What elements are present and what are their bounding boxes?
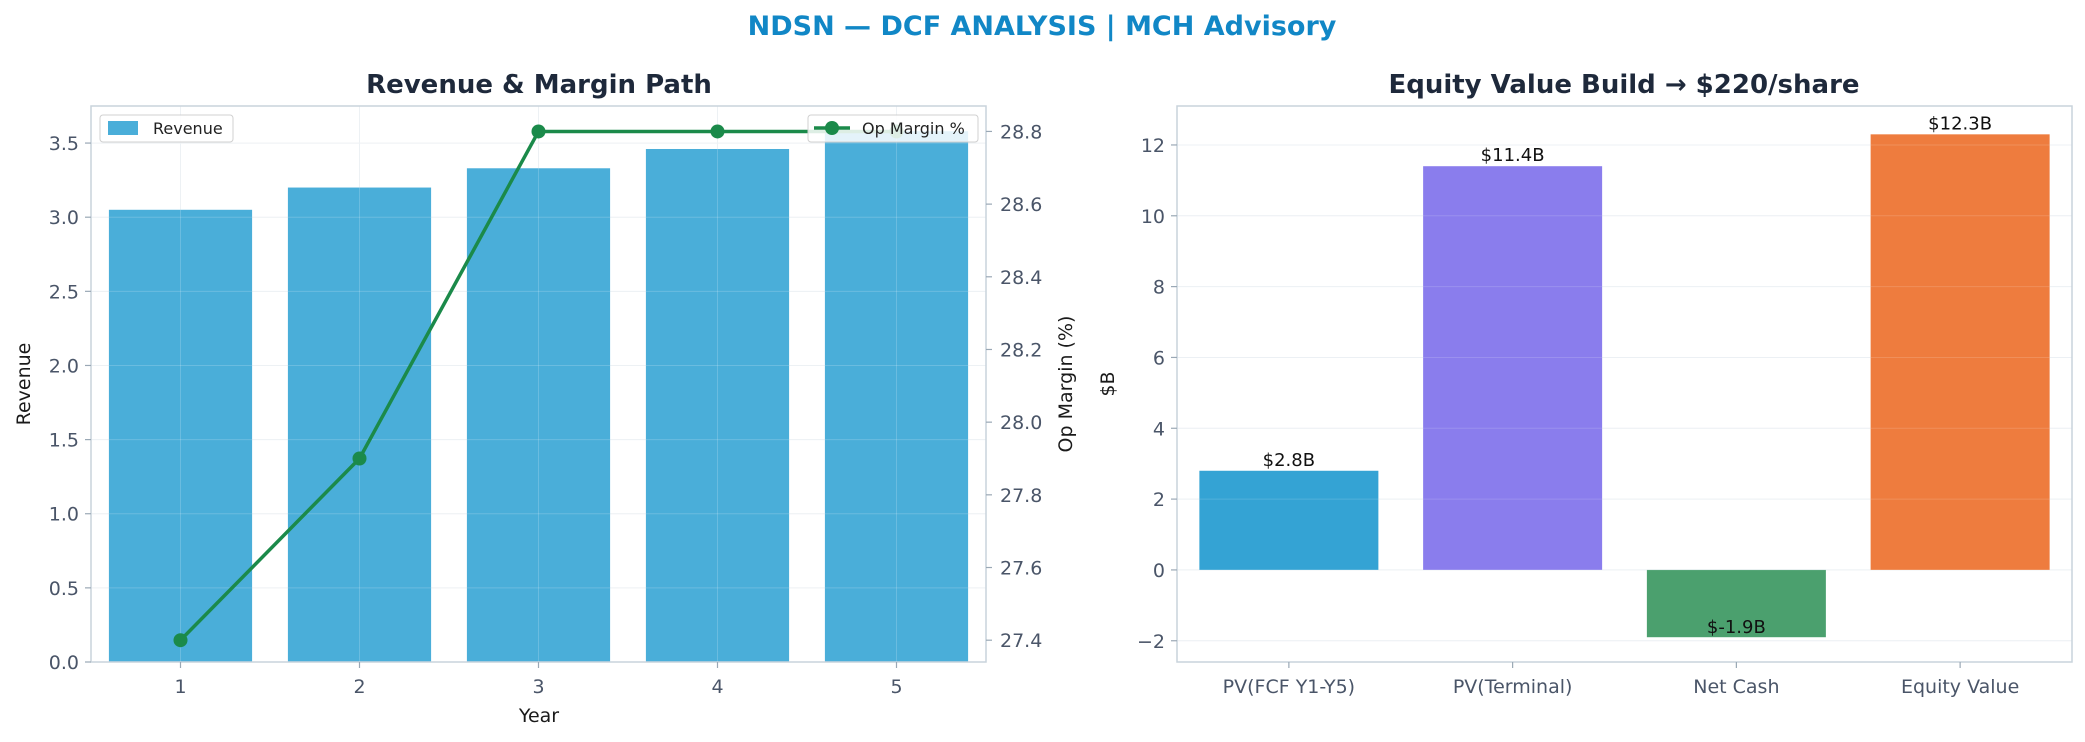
x-tick-label: 5 xyxy=(890,676,902,698)
y-tick-label: 3.0 xyxy=(49,207,79,229)
x-axis-label: Year xyxy=(518,705,559,727)
y2-tick-label: 27.6 xyxy=(1000,558,1042,580)
revenue-bar xyxy=(645,148,790,663)
margin-legend-marker xyxy=(825,121,839,135)
x-tick-label: 3 xyxy=(532,676,544,698)
equity-value-chart: Equity Value Build → $220/share $2.8B $11… xyxy=(1097,70,2073,698)
y-tick-label: 0.5 xyxy=(49,578,79,600)
y-tick-label: 2.5 xyxy=(49,281,79,303)
margin-legend[interactable]: Op Margin % xyxy=(807,114,979,143)
margin-point xyxy=(173,633,188,648)
y-tick-label: 1.5 xyxy=(49,430,79,452)
y2-tick-label: 28.4 xyxy=(1000,267,1042,289)
equity-bar xyxy=(1423,166,1603,570)
x-tick-label: 1 xyxy=(174,676,186,698)
y2-tick-label: 27.8 xyxy=(1000,485,1042,507)
y-tick-label: 0.0 xyxy=(49,652,79,674)
x-tick-label: Equity Value xyxy=(1901,676,2019,698)
equity-y-axis: −2 0 2 4 6 8 10 12 xyxy=(1137,135,1177,653)
equity-bar xyxy=(1870,134,2050,570)
revenue-bars xyxy=(91,106,986,663)
y-tick-label: 3.5 xyxy=(49,133,79,155)
revenue-margin-chart: Revenue & Margin Path 0.0 0.5 1.0 1.5 2.0 2.5… xyxy=(13,70,1077,727)
x-tick-label: Net Cash xyxy=(1693,676,1779,698)
revenue-legend-swatch xyxy=(108,121,138,135)
y-tick-label: 12 xyxy=(1141,135,1165,157)
revenue-legend[interactable]: Revenue xyxy=(99,114,234,143)
margin-point xyxy=(352,451,367,466)
revenue-bar xyxy=(466,168,611,662)
x-tick-label: 2 xyxy=(353,676,365,698)
equity-bar xyxy=(1646,569,1826,638)
equity-plot-frame xyxy=(1176,105,2073,663)
y2-tick-label: 28.8 xyxy=(1000,121,1042,143)
y-tick-label: 10 xyxy=(1141,206,1165,228)
margin-y-axis: 27.4 27.6 27.8 28.0 28.2 28.4 28.6 28.8 xyxy=(986,121,1042,652)
equity-bar-label: $2.8B xyxy=(1263,450,1315,471)
y-tick-label: 2 xyxy=(1153,489,1165,511)
margin-point xyxy=(710,124,725,139)
y2-tick-label: 28.2 xyxy=(1000,339,1042,361)
equity-chart-title: Equity Value Build → $220/share xyxy=(1388,70,1859,100)
equity-x-axis: PV(FCF Y1-Y5) PV(Terminal) Net Cash Equity … xyxy=(1223,662,2019,698)
y2-tick-label: 28.6 xyxy=(1000,194,1042,216)
y-tick-label: 1.0 xyxy=(49,504,79,526)
margin-point xyxy=(531,124,546,139)
equity-bar xyxy=(1199,470,1379,570)
revenue-y-axis: 0.0 0.5 1.0 1.5 2.0 2.5 3.0 3.5 xyxy=(49,133,91,674)
equity-bar-label: $11.4B xyxy=(1481,145,1545,166)
revenue-bar xyxy=(108,209,253,662)
y-tick-label: −2 xyxy=(1137,631,1165,653)
revenue-legend-label: Revenue xyxy=(153,119,223,138)
x-tick-label: PV(Terminal) xyxy=(1453,676,1573,698)
equity-data-labels: $2.8B $11.4B $-1.9B $12.3B xyxy=(1263,113,1992,638)
margin-legend-label: Op Margin % xyxy=(862,119,965,138)
year-x-axis: 1 2 3 4 5 xyxy=(174,662,903,698)
y2-tick-label: 27.4 xyxy=(1000,630,1042,652)
revenue-chart-title: Revenue & Margin Path xyxy=(366,70,712,100)
equity-bars xyxy=(1177,134,2072,642)
equity-y-axis-label: $B xyxy=(1097,371,1119,396)
equity-bar-label: $12.3B xyxy=(1928,113,1992,134)
x-tick-label: PV(FCF Y1-Y5) xyxy=(1223,676,1355,698)
revenue-bar xyxy=(824,131,969,663)
y-axis-label: Revenue xyxy=(13,343,35,426)
y-tick-label: 6 xyxy=(1153,347,1165,369)
revenue-bar xyxy=(287,187,432,662)
y-tick-label: 2.0 xyxy=(49,355,79,377)
y-tick-label: 4 xyxy=(1153,418,1165,440)
y2-tick-label: 28.0 xyxy=(1000,412,1042,434)
x-tick-label: 4 xyxy=(711,676,723,698)
figure-title: NDSN — DCF ANALYSIS | MCH Advisory xyxy=(748,11,1337,42)
y-tick-label: 0 xyxy=(1153,560,1165,582)
y-tick-label: 8 xyxy=(1153,277,1165,299)
y2-axis-label: Op Margin (%) xyxy=(1055,316,1077,453)
equity-bar-label: $-1.9B xyxy=(1707,617,1766,638)
